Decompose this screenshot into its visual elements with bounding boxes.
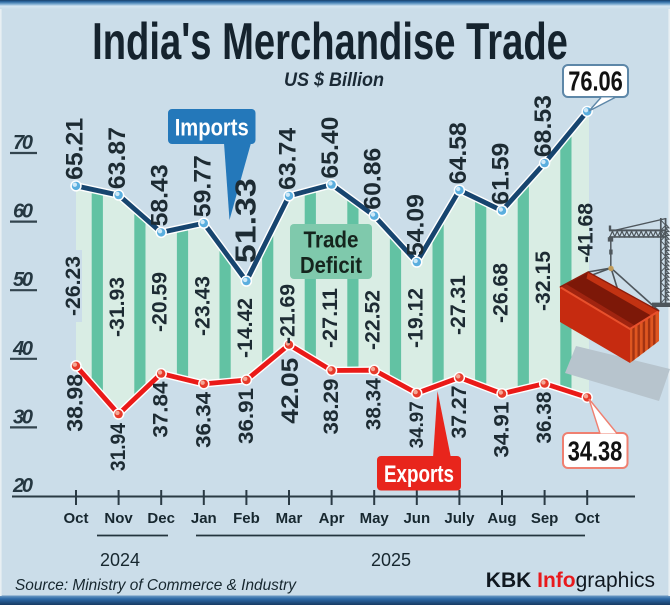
- svg-text:Deficit: Deficit: [300, 252, 362, 278]
- svg-text:36.34: 36.34: [191, 392, 215, 448]
- svg-text:-23.43: -23.43: [191, 276, 214, 336]
- svg-text:65.21: 65.21: [62, 118, 89, 180]
- svg-text:38.34: 38.34: [362, 378, 386, 430]
- svg-text:36.38: 36.38: [532, 392, 556, 444]
- svg-text:Feb: Feb: [233, 510, 260, 527]
- svg-text:-22.52: -22.52: [362, 290, 385, 350]
- svg-text:63.87: 63.87: [104, 127, 131, 189]
- svg-text:40: 40: [12, 338, 33, 360]
- svg-text:Nov: Nov: [104, 510, 133, 527]
- svg-text:Trade: Trade: [304, 227, 359, 253]
- svg-text:KBK Infographics: KBK Infographics: [486, 569, 655, 592]
- svg-text:Source: Ministry of Commerce &: Source: Ministry of Commerce & Industry: [15, 577, 297, 594]
- svg-text:Aug: Aug: [487, 510, 516, 527]
- svg-text:58.43: 58.43: [147, 164, 174, 226]
- svg-text:Imports: Imports: [175, 115, 249, 142]
- svg-text:50: 50: [13, 269, 33, 291]
- svg-text:Exports: Exports: [384, 461, 454, 488]
- svg-text:July: July: [444, 510, 475, 527]
- svg-text:59.77: 59.77: [189, 155, 216, 217]
- svg-text:-20.59: -20.59: [149, 272, 172, 332]
- svg-text:34.91: 34.91: [490, 402, 514, 458]
- svg-text:Dec: Dec: [147, 510, 175, 527]
- svg-text:31.94: 31.94: [107, 423, 130, 471]
- svg-text:51.33: 51.33: [229, 178, 262, 263]
- svg-text:60: 60: [13, 201, 33, 223]
- svg-text:Oct: Oct: [575, 510, 600, 527]
- svg-text:-19.12: -19.12: [404, 288, 427, 348]
- svg-text:76.06: 76.06: [568, 66, 623, 97]
- svg-text:37.84: 37.84: [149, 382, 173, 438]
- svg-text:Mar: Mar: [276, 510, 303, 527]
- svg-text:54.09: 54.09: [402, 194, 429, 256]
- svg-text:Apr: Apr: [319, 510, 345, 527]
- svg-text:-21.69: -21.69: [277, 284, 300, 344]
- svg-text:Sep: Sep: [531, 510, 559, 527]
- svg-text:37.27: 37.27: [447, 385, 471, 438]
- svg-text:63.74: 63.74: [275, 127, 302, 190]
- svg-text:42.05: 42.05: [277, 358, 304, 424]
- svg-text:-26.23: -26.23: [62, 256, 85, 316]
- svg-text:60.86: 60.86: [360, 148, 387, 210]
- svg-text:Oct: Oct: [63, 510, 88, 527]
- svg-text:70: 70: [13, 132, 33, 154]
- svg-text:30: 30: [13, 406, 33, 428]
- svg-text:2025: 2025: [371, 550, 411, 570]
- svg-text:20: 20: [12, 475, 33, 497]
- svg-text:-27.11: -27.11: [319, 288, 342, 348]
- svg-text:-32.15: -32.15: [532, 251, 555, 311]
- svg-text:68.53: 68.53: [530, 95, 557, 157]
- svg-text:May: May: [360, 510, 390, 527]
- svg-text:-31.93: -31.93: [106, 277, 129, 337]
- svg-text:34.38: 34.38: [568, 436, 623, 467]
- svg-text:US $ Billion: US $ Billion: [284, 70, 384, 91]
- svg-text:65.40: 65.40: [317, 117, 344, 179]
- svg-text:2024: 2024: [100, 550, 140, 570]
- svg-text:-26.68: -26.68: [490, 263, 513, 323]
- svg-text:64.58: 64.58: [445, 122, 472, 184]
- svg-text:-14.42: -14.42: [234, 298, 257, 358]
- svg-text:61.59: 61.59: [488, 143, 515, 205]
- svg-text:Jan: Jan: [191, 510, 217, 527]
- svg-text:-41.68: -41.68: [575, 203, 598, 263]
- svg-text:34.97: 34.97: [407, 401, 428, 448]
- svg-text:38.29: 38.29: [319, 378, 343, 434]
- svg-text:36.91: 36.91: [234, 388, 258, 444]
- svg-text:-27.31: -27.31: [447, 275, 470, 335]
- svg-text:India's Merchandise Trade: India's Merchandise Trade: [92, 12, 568, 70]
- svg-text:38.98: 38.98: [63, 374, 88, 432]
- svg-text:Jun: Jun: [403, 510, 430, 527]
